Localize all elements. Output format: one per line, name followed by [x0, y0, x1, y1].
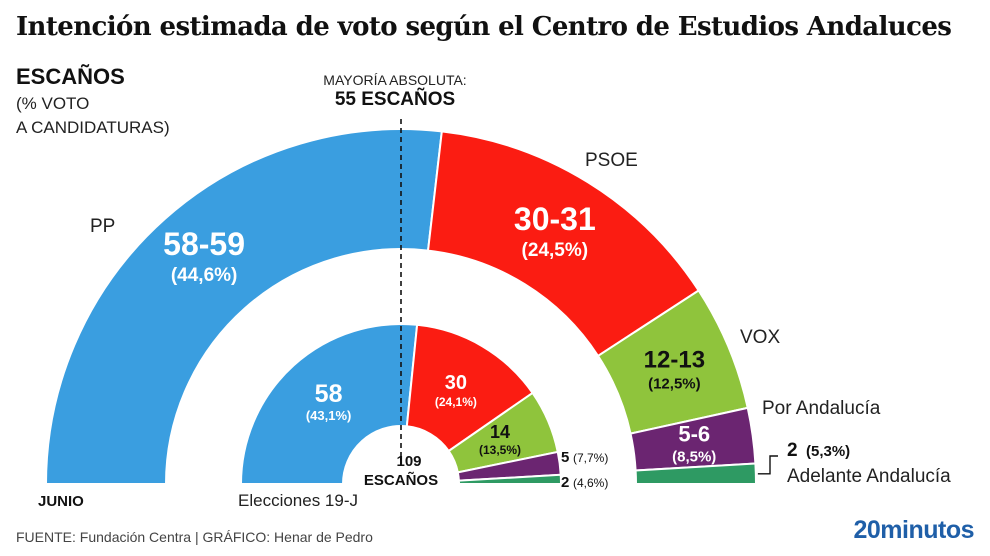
inner-psoe-seats-label: 30	[445, 372, 467, 394]
chart-title: Intención estimada de voto según el Cent…	[16, 12, 952, 42]
inner-ring-slice-psoe	[405, 323, 534, 453]
majority-label: MAYORÍA ABSOLUTA: 55 ESCAÑOS	[250, 72, 540, 111]
inner-ring-slice-pp	[239, 323, 419, 485]
outer-vox-seats-label: 12-13	[644, 346, 705, 373]
outer-por-andalucia-vote-label: (8,5%)	[672, 449, 716, 466]
inner-pp-vote-label: (43,1%)	[306, 408, 352, 423]
outer-ring-slice-adelante-andalucia	[634, 462, 758, 485]
brand-logo: 20minutos	[853, 516, 974, 544]
outer-psoe-seats-label: 30-31	[514, 201, 596, 237]
inner-pp-seats-label: 58	[315, 380, 343, 408]
vote-heading-line1: (% VOTO	[16, 94, 90, 113]
outer-ring-slice-pp	[44, 128, 443, 485]
inner-por-andalucia-vote-label: (7,7%)	[573, 451, 608, 465]
source-credit: FUENTE: Fundación Centra | GRÁFICO: Hena…	[16, 529, 373, 545]
adelante-callout-line	[757, 455, 778, 475]
majority-label-line1: MAYORÍA ABSOLUTA:	[323, 72, 467, 88]
majority-label-line2: 55 ESCAÑOS	[334, 89, 456, 110]
outer-por-andalucia-seats-label: 5-6	[678, 422, 710, 447]
outer-vox-vote-label: (12,5%)	[648, 375, 701, 392]
inner-ring-label: Elecciones 19-J	[238, 491, 359, 510]
inner-por-andalucia-seats-label: 5	[561, 449, 569, 466]
center-seat-total: 109	[396, 453, 421, 470]
inner-ring-slice-adelante-andalucia	[457, 473, 563, 485]
party-name-pp: PP	[90, 216, 115, 237]
outer-pp-seats-label: 58-59	[163, 226, 245, 262]
inner-vox-vote-label: (13,5%)	[479, 443, 521, 457]
outer-psoe-vote-label: (24,5%)	[522, 240, 589, 261]
outer-adelante-vote-label: (5,3%)	[806, 443, 850, 460]
outer-pp-vote-label: (44,6%)	[171, 265, 238, 286]
vote-heading: (% VOTO A CANDIDATURAS)	[16, 92, 236, 140]
center-seat-text: ESCAÑOS	[364, 471, 438, 489]
party-name-por-andalucia: Por Andalucía	[762, 398, 881, 419]
inner-adelante-seats-label: 2	[561, 474, 569, 491]
party-name-psoe: PSOE	[585, 150, 638, 171]
outer-ring-label: JUNIO	[38, 493, 84, 510]
inner-adelante-vote-label: (4,6%)	[573, 476, 608, 490]
outer-adelante-seats-label: 2	[787, 440, 798, 461]
seats-heading: ESCAÑOS	[16, 64, 125, 89]
party-name-adelante-andalucia: Adelante Andalucía	[787, 466, 951, 487]
inner-psoe-vote-label: (24,1%)	[435, 395, 477, 409]
inner-vox-seats-label: 14	[490, 422, 510, 442]
party-name-vox: VOX	[740, 327, 780, 348]
vote-heading-line2: A CANDIDATURAS)	[16, 118, 170, 137]
